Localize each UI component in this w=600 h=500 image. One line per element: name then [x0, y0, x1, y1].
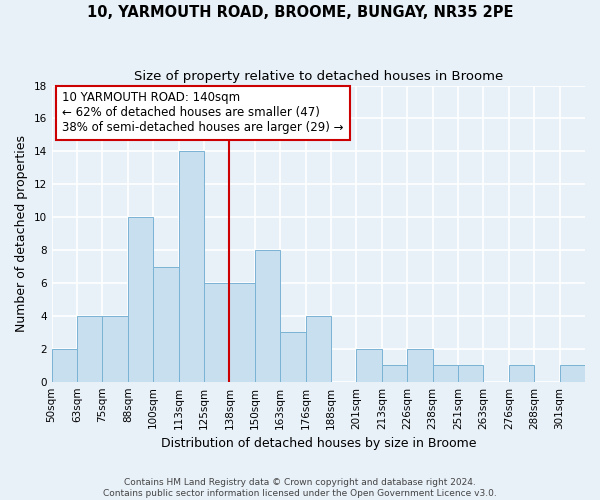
Text: 10, YARMOUTH ROAD, BROOME, BUNGAY, NR35 2PE: 10, YARMOUTH ROAD, BROOME, BUNGAY, NR35 …	[87, 5, 513, 20]
Text: 10 YARMOUTH ROAD: 140sqm
← 62% of detached houses are smaller (47)
38% of semi-d: 10 YARMOUTH ROAD: 140sqm ← 62% of detach…	[62, 92, 344, 134]
Bar	[153, 266, 179, 382]
Bar	[382, 365, 407, 382]
Bar	[458, 365, 484, 382]
Bar	[103, 316, 128, 382]
Bar	[356, 349, 382, 382]
Text: Contains HM Land Registry data © Crown copyright and database right 2024.
Contai: Contains HM Land Registry data © Crown c…	[103, 478, 497, 498]
Bar	[204, 283, 229, 382]
Title: Size of property relative to detached houses in Broome: Size of property relative to detached ho…	[134, 70, 503, 83]
Bar	[407, 349, 433, 382]
Bar	[509, 365, 534, 382]
Bar	[305, 316, 331, 382]
Y-axis label: Number of detached properties: Number of detached properties	[15, 135, 28, 332]
Bar	[280, 332, 305, 382]
Bar	[128, 217, 153, 382]
Bar	[433, 365, 458, 382]
Bar	[229, 283, 255, 382]
Bar	[77, 316, 103, 382]
X-axis label: Distribution of detached houses by size in Broome: Distribution of detached houses by size …	[161, 437, 476, 450]
Bar	[52, 349, 77, 382]
Bar	[560, 365, 585, 382]
Bar	[179, 152, 204, 382]
Bar	[255, 250, 280, 382]
